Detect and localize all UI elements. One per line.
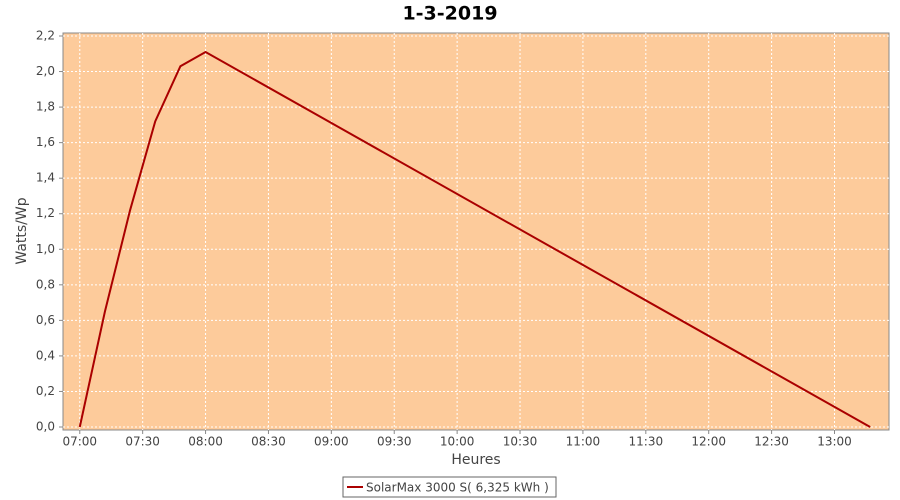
x-tick-label: 13:00 [817, 435, 852, 449]
chart-title: 1-3-2019 [402, 3, 497, 25]
x-tick-label: 07:30 [125, 435, 160, 449]
y-tick-label: 0,0 [36, 420, 55, 434]
x-tick-label: 08:00 [188, 435, 223, 449]
x-tick-label: 08:30 [251, 435, 286, 449]
y-tick-label: 1,4 [36, 171, 55, 185]
x-tick-label: 12:30 [754, 435, 789, 449]
x-tick-label: 09:30 [377, 435, 412, 449]
x-tick-label: 11:00 [566, 435, 601, 449]
x-tick-label: 10:00 [440, 435, 475, 449]
x-tick-label: 09:00 [314, 435, 349, 449]
series-line [78, 50, 871, 428]
legend-label: SolarMax 3000 S( 6,325 kWh ) [366, 481, 549, 495]
y-tick-label: 0,4 [36, 348, 55, 362]
legend-box [342, 476, 557, 498]
y-tick-label: 0,2 [36, 384, 55, 398]
y-tick-label: 0,8 [36, 277, 55, 291]
x-tick-label: 11:30 [629, 435, 664, 449]
y-tick-label: 1,2 [36, 206, 55, 220]
y-tick-label: 2,2 [36, 29, 55, 43]
x-tick-label: 07:00 [62, 435, 97, 449]
plot-background [62, 32, 890, 431]
y-tick-label: 1,8 [36, 100, 55, 114]
y-axis-title: Watts/Wp [14, 197, 30, 264]
y-tick-label: 1,6 [36, 135, 55, 149]
y-tick-label: 1,0 [36, 242, 55, 256]
y-tick-label: 2,0 [36, 64, 55, 78]
y-tick-label: 0,6 [36, 313, 55, 327]
x-tick-label: 10:30 [503, 435, 538, 449]
x-axis-title: Heures [451, 452, 500, 468]
x-tick-label: 12:00 [691, 435, 726, 449]
